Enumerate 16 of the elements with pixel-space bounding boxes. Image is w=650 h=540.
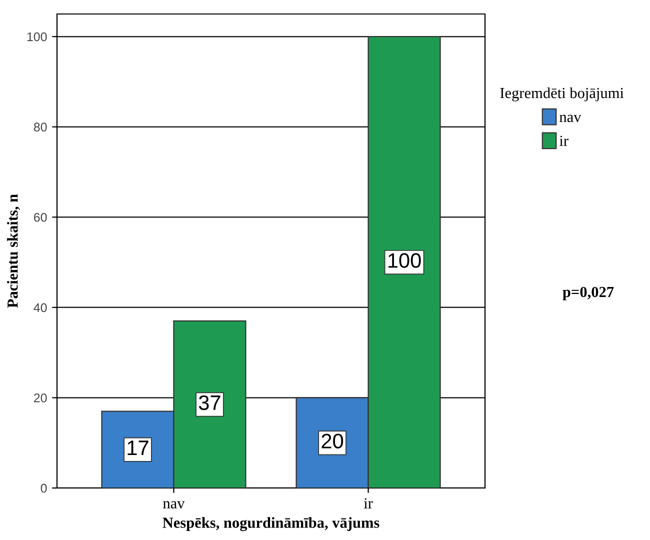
y-tick-label: 100 bbox=[27, 32, 47, 42]
text: p=0,027 bbox=[562, 286, 614, 300]
legend-label: ir bbox=[560, 136, 568, 146]
y-tick-label: 40 bbox=[34, 303, 47, 312]
y-tick-label: 80 bbox=[34, 122, 47, 132]
y-tick-label: 60 bbox=[34, 212, 47, 222]
legend-title: Iegremdēti bojājumi bbox=[500, 87, 624, 102]
data-label: 37 bbox=[198, 395, 220, 410]
y-tick-label: 0 bbox=[40, 484, 47, 493]
y-axis-title: Pacientu skaits, n bbox=[7, 194, 20, 308]
x-axis-title: Nespēks, nogurdināmība, vājums bbox=[162, 517, 380, 532]
data-label: 20 bbox=[322, 434, 344, 448]
legend-label: nav bbox=[560, 114, 582, 122]
data-label: 100 bbox=[388, 253, 421, 268]
y-tick-label: 20 bbox=[34, 394, 47, 402]
data-label: 17 bbox=[128, 440, 148, 456]
